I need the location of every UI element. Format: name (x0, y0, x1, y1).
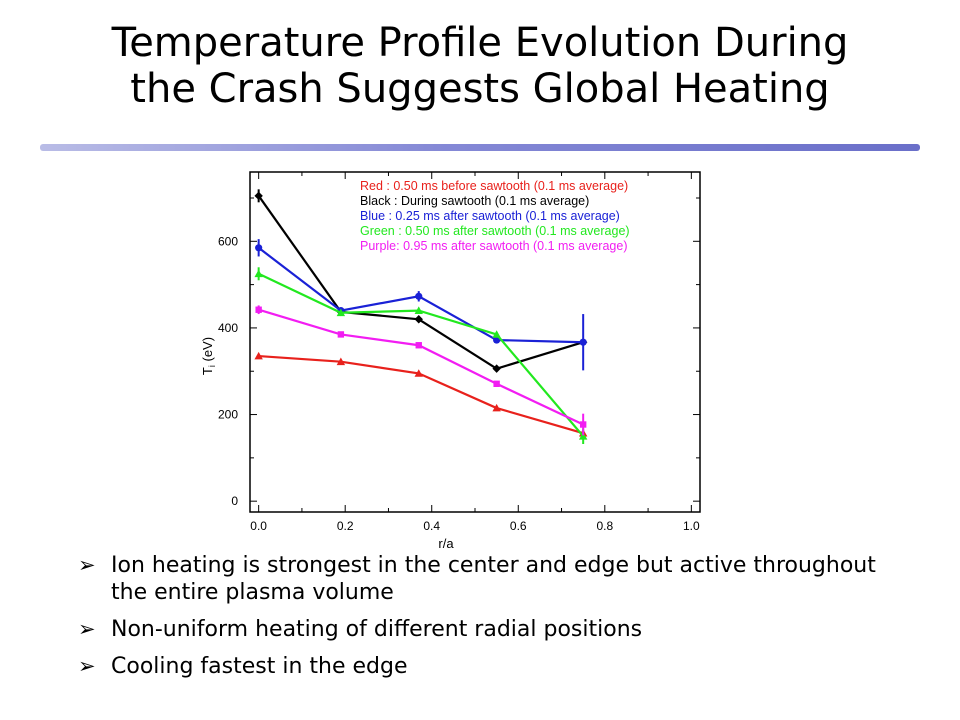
data-point (578, 432, 588, 440)
series-red (254, 351, 588, 437)
data-point (492, 364, 501, 373)
legend-entry-red: Red : 0.50 ms before sawtooth (0.1 ms av… (360, 179, 628, 193)
series-blue (255, 239, 587, 371)
bullet-text-3: Cooling fastest in the edge (111, 654, 408, 679)
y-axis-label-main: T (200, 367, 215, 375)
chart-legend: Red : 0.50 ms before sawtooth (0.1 ms av… (360, 179, 630, 253)
bullet-arrow-icon: ➢ (78, 654, 96, 678)
data-point (336, 357, 346, 366)
bullet-list: ➢ Ion heating is strongest in the center… (78, 552, 918, 690)
y-tick-label: 600 (218, 234, 238, 248)
data-point (414, 315, 423, 324)
data-point (579, 421, 587, 428)
data-point (414, 306, 423, 314)
data-point (254, 191, 263, 201)
legend-entry-blue: Blue : 0.25 ms after sawtooth (0.1 ms av… (360, 209, 620, 223)
y-axis-label: Ti (eV) (200, 337, 217, 375)
chart-axes (249, 171, 701, 513)
title-divider (40, 144, 920, 151)
data-point (414, 369, 423, 377)
x-tick-label: 0.8 (596, 519, 613, 533)
y-axis-label-unit: (eV) (200, 337, 215, 365)
bullet-arrow-icon: ➢ (78, 553, 96, 577)
x-tick-label: 1.0 (683, 519, 700, 533)
legend-entry-purple: Purple: 0.95 ms after sawtooth (0.1 ms a… (360, 239, 628, 253)
bullet-item-3: ➢ Cooling fastest in the edge (78, 653, 918, 680)
slide-title-line-1: Temperature Profile Evolution During (111, 20, 849, 66)
plot-frame (249, 171, 701, 513)
data-point (254, 351, 263, 360)
series-purple (255, 305, 587, 436)
series-line (258, 308, 584, 426)
data-point (493, 380, 500, 387)
data-point (337, 331, 345, 338)
series-line (258, 354, 584, 435)
bullet-arrow-icon: ➢ (78, 617, 96, 641)
y-tick-label: 400 (218, 321, 238, 335)
legend-entry-green: Green : 0.50 ms after sawtooth (0.1 ms a… (360, 224, 630, 238)
bullet-item-2: ➢ Non-uniform heating of different radia… (78, 616, 918, 643)
legend-entry-black: Black : During sawtooth (0.1 ms average) (360, 194, 589, 208)
x-axis-ticks: 0.0 0.2 0.4 0.6 0.8 1.0 (250, 172, 700, 533)
x-tick-label: 0.6 (510, 519, 527, 533)
data-point (255, 244, 263, 252)
data-point (415, 292, 423, 300)
bullet-item-1: ➢ Ion heating is strongest in the center… (78, 552, 918, 606)
ion-temperature-chart: 0.0 0.2 0.4 0.6 0.8 1.0 0 200 400 600 Red : 0.50… (200, 171, 701, 551)
y-tick-label: 0 (231, 494, 238, 508)
data-point (492, 330, 501, 338)
x-tick-label: 0.2 (337, 519, 354, 533)
data-point (579, 338, 587, 346)
data-point (255, 306, 262, 313)
data-point (254, 269, 263, 278)
y-axis-label-subscript: i (207, 365, 217, 367)
y-tick-label: 200 (218, 408, 238, 422)
data-point (493, 336, 501, 344)
bullet-text-2: Non-uniform heating of different radial … (111, 617, 643, 642)
slide-title: Temperature Profile Evolution During the… (40, 20, 920, 112)
data-point (336, 308, 346, 317)
slide-title-line-2: the Crash Suggests Global Heating (130, 66, 830, 112)
data-point (415, 342, 422, 349)
series-green (254, 267, 588, 444)
bullet-text-1: Ion heating is strongest in the center a… (111, 553, 876, 605)
x-tick-label: 0.0 (250, 519, 267, 533)
plot-area (254, 189, 588, 444)
y-axis-ticks: 0 200 400 600 (218, 197, 700, 508)
x-tick-label: 0.4 (423, 519, 440, 533)
x-axis-label: r/a (438, 536, 454, 551)
data-point (492, 403, 501, 412)
